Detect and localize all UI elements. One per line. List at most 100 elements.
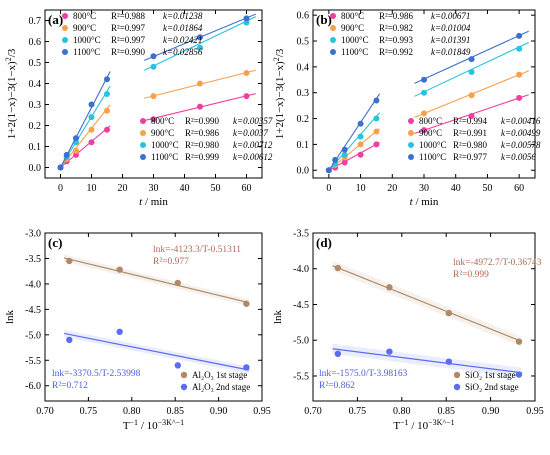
legend-marker [62,25,68,31]
y-tick-label: -3.0 [25,229,41,240]
legend-temp: 1100°C [341,47,368,57]
y-tick-label: 0.2 [297,114,310,125]
data-point [341,159,348,166]
y-tick-label: 0.4 [297,62,310,73]
data-point [197,34,203,41]
x-axis-label: t / min [410,196,439,208]
legend-r2: R²=0.994 [453,116,488,126]
data-point [243,300,250,307]
y-tick-label: -3.5 [293,229,309,240]
legend-temp: 1100°C [151,152,178,162]
fit-r2: R²=0.712 [52,381,88,391]
legend-r2: R²=0.977 [453,152,488,162]
x-tick-label: 0.95 [253,406,271,417]
x-tick-label: 10 [87,183,97,194]
fit-r2: R²=0.999 [453,270,489,280]
data-point [73,135,79,142]
fit-line [332,348,522,374]
x-tick-label: 0.70 [304,406,322,417]
data-point [197,80,203,87]
panel-c: 0.70 0.75 0.80 0.85 0.90 0.95 -3.0 -3.5 -4.0 -4.5… [4,229,271,433]
legend-marker [453,383,461,391]
legend-temp: 1000°C [341,35,369,45]
data-point [116,266,123,273]
fit-line-stage1 [60,71,111,168]
legend-temp: 1100°C [73,47,100,57]
data-point [341,146,348,153]
fit-line [63,257,250,304]
data-point [515,338,523,345]
data-point [515,371,523,378]
fit-r2: R²=0.862 [319,381,355,391]
data-point [421,127,427,134]
legend-r2: R²=0.997 [111,23,146,33]
legend-marker [140,142,146,148]
panel-a: 0 10 20 30 40 50 60 0.0 0.1 0.2 0.3 0.4 0.5 0.6 0.7 t /… [4,9,273,208]
y-tick-label: 0.3 [29,100,42,111]
legend-k: k=0.01391 [431,35,470,45]
x-axis-label: T−1 / 10−3K^−1 [123,418,184,432]
data-point [468,92,475,99]
legend-temp: 1000°C [419,140,447,150]
legend-r2: R²=0.990 [185,116,220,126]
data-point [357,133,364,140]
x-tick-label: 40 [451,183,461,194]
data-point [243,70,250,76]
panel-label: (d) [316,235,332,250]
data-point [73,151,79,158]
data-point [243,364,250,371]
legend-marker [408,142,414,148]
y-tick-label: -4.5 [293,300,309,311]
data-point [66,257,73,265]
legend-temp: 800°C [151,116,174,126]
data-point [150,116,157,123]
data-point [104,126,110,133]
x-axis-label: t / min [139,196,168,208]
legend-marker [140,154,146,160]
data-point [468,69,475,76]
plot-frame [312,232,536,402]
y-tick-label: 0.0 [297,166,310,177]
y-tick-label: 0.6 [29,37,42,48]
legend-r2: R²=0.982 [379,23,413,33]
x-tick-label: 0.90 [482,406,500,417]
legend-r2: R²=0.997 [111,35,146,45]
y-tick-label: -4.0 [25,279,41,290]
legend-label: Al₂O₃ 2nd stage [192,382,250,392]
legend-temp: 800°C [73,11,96,21]
legend-k: k=0.00612 [233,152,273,162]
data-point [116,328,123,335]
legend-r2: R²=0.988 [111,11,146,21]
legend-r2: R²=0.986 [379,11,414,21]
legend-k: k=0.00357 [233,116,273,126]
data-point [197,103,203,110]
y-tick-label: -5.5 [293,371,309,382]
data-point [73,147,79,154]
data-point [373,97,380,104]
y-tick-label: -5.0 [25,330,41,341]
data-point [373,141,380,148]
plot-frame [44,232,263,402]
y-tick-label: -6.0 [25,381,41,392]
x-tick-label: 60 [514,183,524,194]
data-point [334,264,342,272]
y-tick-label: 0.5 [297,37,310,48]
data-point [150,93,157,100]
legend-r2: R²=0.999 [185,152,220,162]
y-tick-label: 0.1 [29,142,42,153]
y-axis-label: lnk [272,309,284,324]
legend-k: k=0.01864 [163,23,203,33]
x-tick-label: 0.75 [349,406,367,417]
data-point [386,284,393,291]
data-point [57,164,64,171]
x-tick-label: 10 [356,183,366,194]
data-point [341,151,348,158]
legend-temp: 1100°C [419,152,446,162]
y-tick-label: 0.1 [297,140,310,151]
legend-temp: 900°C [341,23,364,33]
legend-marker [180,371,188,379]
y-tick-label: 0.3 [297,88,310,99]
legend-k: k=0.01238 [163,11,203,21]
data-point [373,115,380,122]
x-tick-label: 50 [211,183,221,194]
